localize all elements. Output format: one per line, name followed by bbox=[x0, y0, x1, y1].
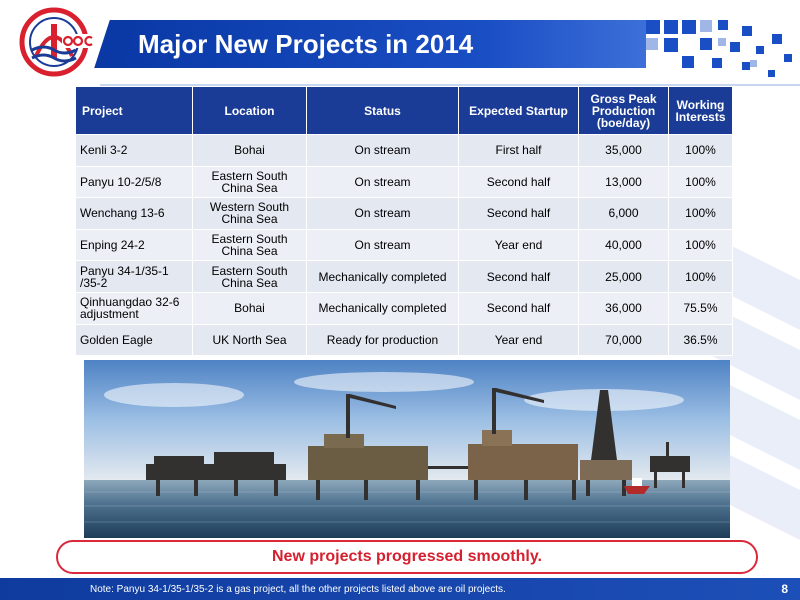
cell-working-interests: 75.5% bbox=[668, 291, 733, 325]
table-header-row: Project Location Status Expected Startup… bbox=[75, 86, 733, 135]
header-squares-decoration bbox=[646, 20, 792, 77]
cell-working-interests: 36.5% bbox=[668, 323, 733, 357]
cell-gross-peak-production: 25,000 bbox=[578, 260, 669, 293]
cell-status: Mechanically completed bbox=[306, 260, 459, 293]
summary-banner-text: New projects progressed smoothly. bbox=[272, 548, 542, 565]
cnooc-logo-icon bbox=[19, 7, 98, 77]
cell-project: Panyu 34-1/35-1 /35-2 bbox=[75, 260, 193, 293]
cell-location: Bohai bbox=[192, 291, 307, 325]
cell-working-interests: 100% bbox=[668, 228, 733, 262]
cell-location: Eastern South China Sea bbox=[192, 260, 307, 293]
table-row: Enping 24-2 Eastern South China Sea On s… bbox=[75, 228, 733, 262]
cell-gross-peak-production: 40,000 bbox=[578, 228, 669, 262]
cell-expected-startup: Second half bbox=[458, 197, 579, 230]
cell-working-interests: 100% bbox=[668, 260, 733, 293]
cell-expected-startup: Second half bbox=[458, 165, 579, 199]
cell-project: Qinhuangdao 32-6 adjustment bbox=[75, 291, 193, 325]
cell-gross-peak-production: 13,000 bbox=[578, 165, 669, 199]
cell-expected-startup: Year end bbox=[458, 228, 579, 262]
cell-status: On stream bbox=[306, 197, 459, 230]
page-number: 8 bbox=[781, 582, 788, 596]
column-header-status: Status bbox=[306, 86, 459, 135]
table-row: Panyu 10-2/5/8 Eastern South China Sea O… bbox=[75, 165, 733, 199]
cell-project: Golden Eagle bbox=[75, 323, 193, 357]
cell-location: Bohai bbox=[192, 134, 307, 167]
cell-status: Mechanically completed bbox=[306, 291, 459, 325]
cell-location: Eastern South China Sea bbox=[192, 228, 307, 262]
table-row: Wenchang 13-6 Western South China Sea On… bbox=[75, 197, 733, 230]
column-header-working-interests: Working Interests bbox=[668, 86, 733, 135]
projects-table: Project Location Status Expected Startup… bbox=[75, 86, 733, 357]
cell-expected-startup: Second half bbox=[458, 260, 579, 293]
header-divider bbox=[100, 84, 800, 86]
slide-header: Major New Projects in 2014 bbox=[0, 0, 800, 86]
column-header-expected-startup: Expected Startup bbox=[458, 86, 579, 135]
cell-project: Enping 24-2 bbox=[75, 228, 193, 262]
cell-status: Ready for production bbox=[306, 323, 459, 357]
cell-gross-peak-production: 35,000 bbox=[578, 134, 669, 167]
cell-location: UK North Sea bbox=[192, 323, 307, 357]
table-row: Qinhuangdao 32-6 adjustment Bohai Mechan… bbox=[75, 291, 733, 325]
cell-gross-peak-production: 6,000 bbox=[578, 197, 669, 230]
cell-expected-startup: First half bbox=[458, 134, 579, 167]
table-row: Kenli 3-2 Bohai On stream First half 35,… bbox=[75, 134, 733, 167]
column-header-project: Project bbox=[75, 86, 193, 135]
cell-working-interests: 100% bbox=[668, 134, 733, 167]
cell-project: Kenli 3-2 bbox=[75, 134, 193, 167]
cell-status: On stream bbox=[306, 134, 459, 167]
cell-working-interests: 100% bbox=[668, 197, 733, 230]
cell-expected-startup: Year end bbox=[458, 323, 579, 357]
cell-status: On stream bbox=[306, 165, 459, 199]
projects-table-container: Project Location Status Expected Startup… bbox=[75, 86, 733, 357]
footer-bar: Note: Panyu 34-1/35-1/35-2 is a gas proj… bbox=[0, 578, 800, 600]
cell-project: Panyu 10-2/5/8 bbox=[75, 165, 193, 199]
table-row: Panyu 34-1/35-1 /35-2 Eastern South Chin… bbox=[75, 260, 733, 293]
cell-location: Eastern South China Sea bbox=[192, 165, 307, 199]
table-row: Golden Eagle UK North Sea Ready for prod… bbox=[75, 323, 733, 357]
cell-status: On stream bbox=[306, 228, 459, 262]
page-title: Major New Projects in 2014 bbox=[138, 29, 474, 59]
cell-gross-peak-production: 70,000 bbox=[578, 323, 669, 357]
summary-banner: New projects progressed smoothly. bbox=[56, 540, 758, 574]
footer-note: Note: Panyu 34-1/35-1/35-2 is a gas proj… bbox=[90, 584, 506, 595]
cell-working-interests: 100% bbox=[668, 165, 733, 199]
offshore-platforms-photo bbox=[84, 360, 730, 538]
cell-gross-peak-production: 36,000 bbox=[578, 291, 669, 325]
title-bar: Major New Projects in 2014 bbox=[116, 20, 646, 68]
column-header-location: Location bbox=[192, 86, 307, 135]
cell-project: Wenchang 13-6 bbox=[75, 197, 193, 230]
cell-expected-startup: Second half bbox=[458, 291, 579, 325]
column-header-gross-peak-production: Gross Peak Production (boe/day) bbox=[578, 86, 669, 135]
cell-location: Western South China Sea bbox=[192, 197, 307, 230]
